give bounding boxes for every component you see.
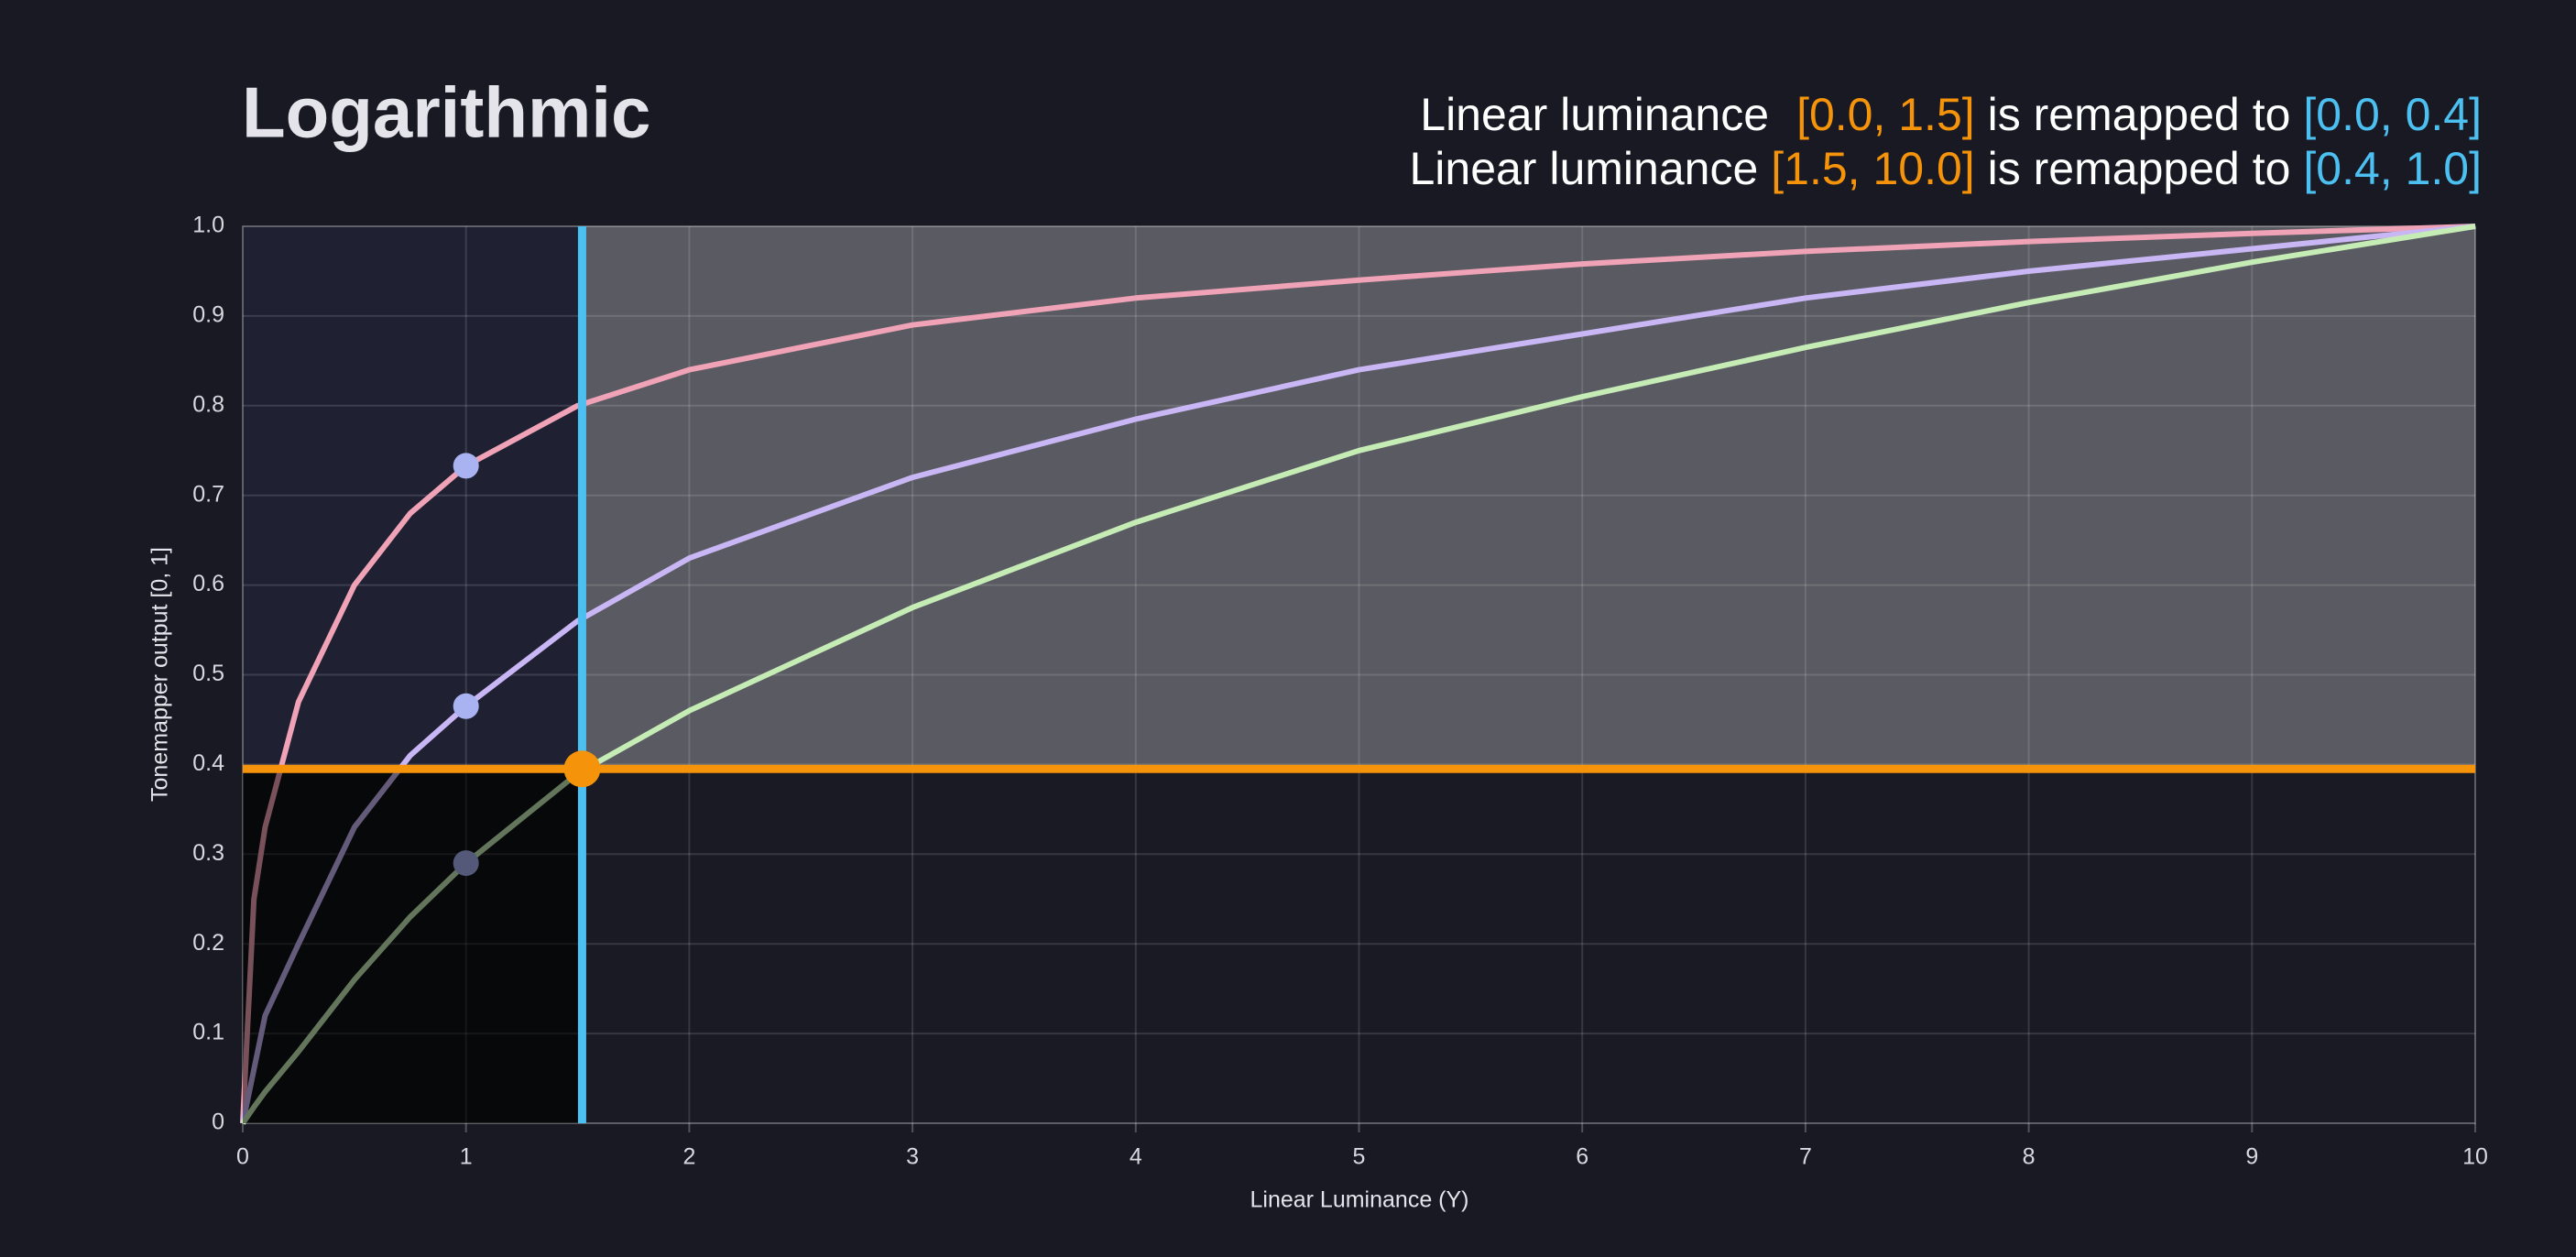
y-tick-label: 0.5 [192, 661, 224, 686]
y-tick-label: 0.9 [192, 302, 224, 328]
x-tick-label: 0 [236, 1144, 249, 1170]
y-tick-label: 1.0 [192, 213, 224, 238]
note-part: Linear luminance [1420, 89, 1769, 140]
y-tick-label: 0.4 [192, 750, 224, 776]
x-tick-label: 2 [682, 1144, 695, 1170]
x-tick-label: 6 [1576, 1144, 1588, 1170]
y-tick-label: 0.2 [192, 930, 224, 956]
region-low-left [243, 226, 583, 770]
threshold-point [563, 750, 601, 788]
note: Linear luminance [1.5, 10.0] is remapped t… [1409, 143, 2482, 194]
x-tick-label: 4 [1130, 1144, 1142, 1170]
x-tick-label: 10 [2462, 1144, 2488, 1170]
note-part: is remapped to [1988, 143, 2291, 194]
dim-overlay [243, 769, 583, 1123]
y-tick-label: 0.1 [192, 1020, 224, 1045]
note-part: [0.0, 1.5] [1796, 89, 1975, 140]
region-high [582, 226, 2475, 770]
region-low [243, 769, 2475, 1123]
x-tick-label: 8 [2023, 1144, 2036, 1170]
x-tick-label: 1 [460, 1144, 473, 1170]
y-tick-label: 0.7 [192, 481, 224, 507]
chart-title: Logarithmic [242, 72, 650, 153]
note-part: [0.4, 1.0] [2303, 143, 2482, 194]
y-tick-label: 0 [212, 1109, 224, 1135]
y-axis-label: Tonemapper output [0, 1] [147, 547, 173, 802]
x-axis-label: Linear Luminance (Y) [1250, 1187, 1468, 1213]
curve [240, 224, 2476, 1124]
note-part: is remapped to [1988, 89, 2291, 140]
sample-point [453, 453, 479, 479]
plot-frame [242, 225, 2476, 1124]
y-tick-label: 0.3 [192, 840, 224, 866]
x-tick-label: 9 [2245, 1144, 2258, 1170]
sample-point [453, 693, 479, 719]
note-part: [1.5, 10.0] [1771, 143, 1974, 194]
note-part: Linear luminance [1409, 143, 1758, 194]
note-part: [0.0, 0.4] [2303, 89, 2482, 140]
note: Linear luminance [0.0, 1.5] is remapped to… [1420, 89, 2482, 140]
x-tick-label: 7 [1799, 1144, 1812, 1170]
x-tick-label: 3 [906, 1144, 919, 1170]
y-tick-label: 0.6 [192, 571, 224, 596]
x-tick-label: 5 [1353, 1144, 1366, 1170]
y-tick-label: 0.8 [192, 391, 224, 417]
